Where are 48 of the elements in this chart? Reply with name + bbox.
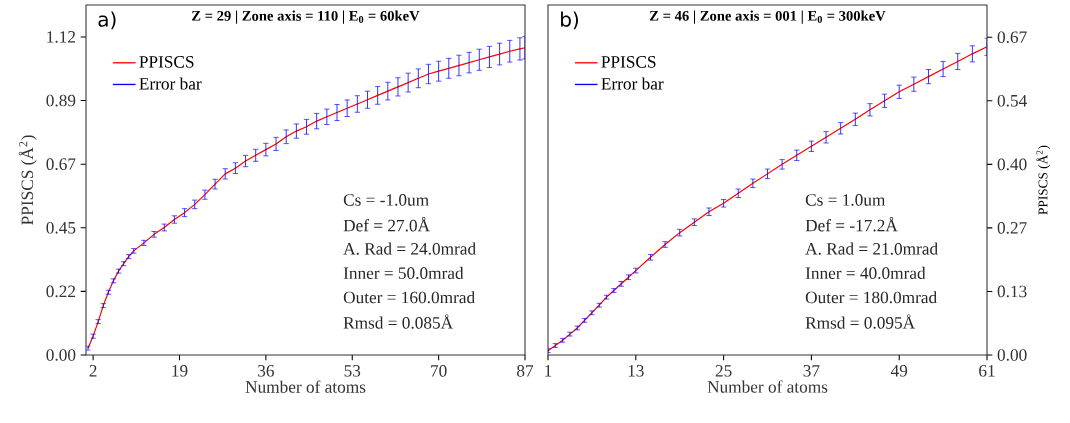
x-tick-label: 37 xyxy=(803,365,820,377)
y2-tick-label: 0.54 xyxy=(997,94,1027,107)
y2-axis-title: PPISCS (Å$^{2}$) xyxy=(1036,145,1051,215)
annotation: A. Rad = 21.0mrad xyxy=(805,242,938,255)
annotation: Inner = 50.0mrad xyxy=(343,266,464,280)
x-axis-title: Number of atoms xyxy=(245,380,366,393)
x-tick-label: 87 xyxy=(517,365,534,377)
annotation: Outer = 160.0mrad xyxy=(343,291,475,304)
legend-label: PPISCS xyxy=(139,56,194,68)
annotation: Rmsd = 0.085Å xyxy=(343,314,453,329)
chart-title: Z = 46 | Zone axis = 001 | E$_{0}$ = 300keV xyxy=(649,10,886,24)
y-tick-label: 0.45 xyxy=(46,221,76,234)
x-tick-label: 70 xyxy=(431,365,447,377)
x-tick-label: 1 xyxy=(545,365,552,377)
y-tick-label: 0.00 xyxy=(46,349,76,361)
chart-title: Z = 29 | Zone axis = 110 | E$_{0}$ = 60keV xyxy=(192,10,420,24)
y2-tick-label: 0.27 xyxy=(997,222,1027,234)
annotation: Def = -17.2Å xyxy=(805,217,898,232)
annotation: Rmsd = 0.095Å xyxy=(805,314,916,329)
annotation: Cs = -1.0um xyxy=(343,194,429,206)
x-tick-label: 61 xyxy=(979,365,995,377)
annotation: Outer = 180.0mrad xyxy=(805,291,937,304)
annotation: a) xyxy=(98,11,116,30)
x-tick-label: 19 xyxy=(172,365,188,377)
y-tick-label: 0.22 xyxy=(46,285,76,298)
annotation: b) xyxy=(561,11,578,30)
legend-label: PPISCS xyxy=(601,56,656,68)
y-tick-label: 1.12 xyxy=(47,31,76,43)
y2-tick-label: 0.13 xyxy=(997,285,1027,298)
annotation: Def = 27.0Å xyxy=(343,217,430,232)
annotation: Error bar xyxy=(601,77,664,90)
x-tick-label: 53 xyxy=(344,365,361,377)
y-tick-label: 0.67 xyxy=(46,158,76,171)
x-tick-label: 13 xyxy=(628,365,644,377)
x-tick-label: 25 xyxy=(715,365,732,377)
annotation: A. Rad = 24.0mrad xyxy=(343,242,476,255)
annotation: Cs = 1.0um xyxy=(805,194,886,206)
y-axis-title: PPISCS (Å$^{2}$) xyxy=(18,135,37,225)
x-tick-label: 49 xyxy=(890,365,908,377)
x-axis-title: Number of atoms xyxy=(707,380,828,393)
y2-tick-label: 0.00 xyxy=(997,349,1027,361)
annotation: Inner = 40.0mrad xyxy=(805,266,926,280)
y2-tick-label: 0.40 xyxy=(997,158,1027,171)
x-tick-label: 36 xyxy=(258,365,274,377)
x-tick-label: 2 xyxy=(89,365,97,377)
y2-tick-label: 0.67 xyxy=(997,31,1027,44)
annotation: Error bar xyxy=(139,77,202,90)
y-tick-label: 0.89 xyxy=(46,94,76,107)
